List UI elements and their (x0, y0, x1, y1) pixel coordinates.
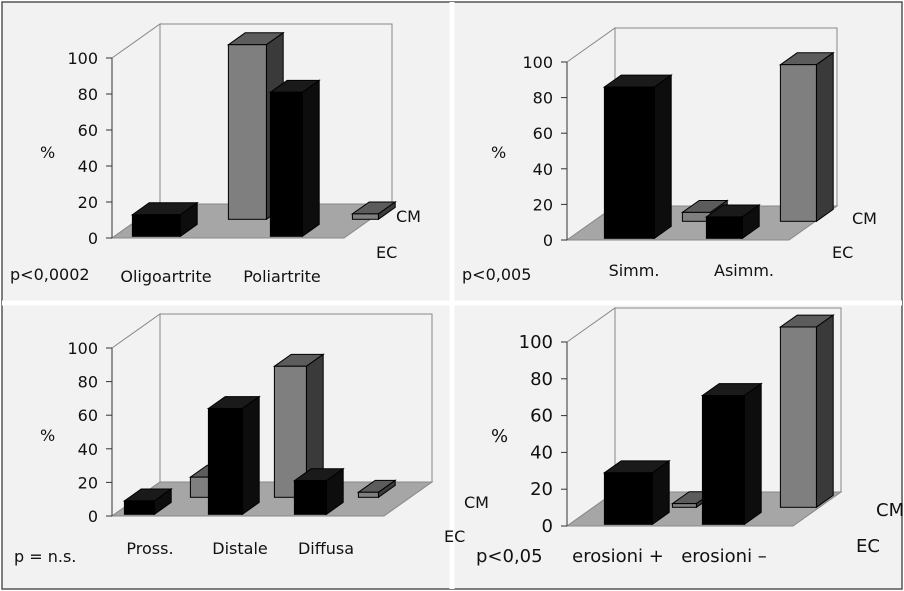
y-tick-label: 20 (78, 193, 98, 212)
bar-front-face (269, 91, 303, 237)
series-label-ec: EC (832, 243, 853, 262)
bar-ec-1 (602, 459, 671, 526)
y-tick-label: 80 (78, 373, 98, 392)
bar-ec-1 (602, 74, 673, 240)
bar-cm-2 (350, 201, 397, 221)
chart-panel-1: 0 20 40 60 80 100% Oligoartrite Poliartrite CM EC… (10, 23, 421, 286)
category-label: Poliartrite (243, 267, 321, 286)
y-tick-label: 0 (88, 229, 98, 248)
bar-side-face (815, 314, 834, 509)
bar-ec-2 (268, 79, 321, 238)
y-tick-label: 80 (78, 85, 98, 104)
category-label: Oligoartrite (120, 267, 211, 286)
p-value-label: p = n.s. (14, 547, 76, 566)
series-label-ec: EC (376, 243, 397, 262)
y-tick-label: 80 (533, 89, 553, 108)
y-tick-label: 0 (88, 507, 98, 526)
y-tick-label: 40 (78, 157, 98, 176)
series-label-ec: EC (444, 527, 465, 546)
y-tick-label: 0 (543, 231, 553, 250)
bar-ec-2 (206, 395, 261, 516)
category-label: Simm. (609, 261, 660, 280)
bar-side-face (241, 395, 260, 516)
bar-front-face (351, 213, 379, 220)
bar-ec-3 (292, 467, 345, 516)
bar-ec-1 (122, 488, 173, 516)
bar-ec-1 (130, 201, 199, 238)
y-axis-label: % (40, 143, 55, 162)
y-tick-label: 40 (533, 160, 553, 179)
y-tick-label: 80 (530, 369, 553, 390)
y-axis-label: % (491, 143, 506, 162)
y-axis-label: % (40, 426, 55, 445)
y-tick-label: 60 (530, 406, 553, 427)
bar-front-face (779, 326, 817, 508)
bar-cm-3 (356, 479, 397, 499)
category-label: Pross. (126, 539, 173, 558)
bar-front-face (131, 214, 181, 237)
bar-ec-2 (700, 382, 763, 526)
category-label: Diffusa (298, 539, 354, 558)
series-label-ec: EC (856, 536, 880, 557)
bar-front-face (207, 407, 243, 515)
chart-panel-3: 0 20 40 60 80 100% Pross. Distale Diffusa CM EC p =… (14, 313, 489, 566)
chart-panel-4: 0 20 40 60 80 100% erosioni + erosioni – CM EC p<0… (476, 307, 904, 567)
bar-front-face (671, 503, 697, 508)
y-tick-label: 20 (533, 195, 553, 214)
y-tick-label: 60 (78, 406, 98, 425)
category-label: erosioni + (572, 546, 664, 567)
series-label-cm: CM (396, 207, 421, 226)
p-value-label: p<0,005 (462, 265, 531, 284)
category-label: erosioni – (681, 546, 767, 567)
series-label-cm: CM (464, 493, 489, 512)
bar-front-face (701, 395, 745, 525)
bar-front-face (227, 44, 267, 220)
category-label: Distale (212, 539, 267, 558)
bar-front-face (123, 500, 155, 515)
bar-cm-2 (778, 51, 835, 223)
p-value-label: p<0,0002 (10, 265, 90, 284)
bar-front-face (779, 64, 817, 222)
bar-front-face (293, 480, 327, 515)
y-tick-label: 40 (530, 442, 553, 463)
bar-side-face (301, 79, 320, 238)
y-tick-label: 0 (542, 516, 553, 537)
chart-panel-2: 0 20 40 60 80 100% Simm. Asimm. CM EC p<0,005 (462, 27, 877, 284)
bar-front-face (603, 472, 653, 525)
series-label-cm: CM (876, 500, 904, 521)
bar-side-face (815, 51, 834, 223)
bar-side-face (651, 459, 670, 526)
bar-ec-2 (704, 204, 761, 240)
y-tick-label: 60 (533, 124, 553, 143)
bar-side-face (653, 74, 672, 240)
bar-cm-2 (778, 314, 835, 509)
y-tick-label: 100 (519, 332, 553, 353)
p-value-label: p<0,05 (476, 546, 543, 567)
bar-front-face (357, 491, 379, 498)
y-tick-label: 100 (522, 53, 553, 72)
y-tick-label: 20 (78, 473, 98, 492)
y-axis-label: % (491, 426, 508, 447)
y-tick-label: 100 (67, 49, 98, 68)
bar-front-face (603, 86, 655, 239)
y-tick-label: 100 (67, 339, 98, 358)
y-tick-label: 40 (78, 440, 98, 459)
bar-front-face (705, 216, 743, 239)
category-label: Asimm. (714, 261, 774, 280)
series-label-cm: CM (852, 209, 877, 228)
y-tick-label: 60 (78, 121, 98, 140)
y-tick-label: 20 (530, 479, 553, 500)
bar-side-face (743, 382, 762, 526)
